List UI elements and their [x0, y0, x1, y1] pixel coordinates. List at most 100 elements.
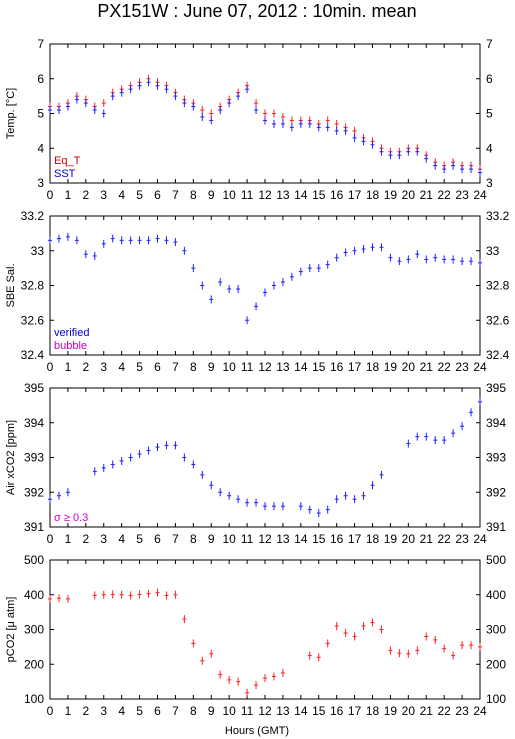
x-tick-label: 2: [82, 532, 89, 546]
x-tick-label: 1: [65, 188, 72, 202]
x-tick-label: 13: [276, 188, 290, 202]
data-point: [155, 234, 160, 243]
data-point: [442, 644, 447, 653]
data-point: [424, 255, 429, 264]
data-point: [370, 618, 375, 627]
data-point: [379, 470, 384, 479]
data-point: [200, 281, 205, 290]
x-tick-label: 12: [258, 188, 272, 202]
data-point: [209, 649, 214, 658]
data-point: [343, 628, 348, 637]
data-point: [236, 677, 241, 686]
data-point: [343, 491, 348, 500]
data-point: [397, 649, 402, 658]
x-tick-label: 17: [348, 704, 362, 718]
data-point: [263, 288, 267, 297]
x-tick-label: 19: [384, 188, 398, 202]
data-point: [325, 260, 330, 269]
data-point: [128, 236, 133, 245]
x-tick-label: 9: [208, 188, 215, 202]
data-point: [200, 106, 205, 115]
x-tick-label: 12: [258, 360, 272, 374]
data-point: [298, 119, 303, 128]
data-point: [352, 126, 357, 135]
x-tick-label: 22: [437, 188, 451, 202]
data-point: [218, 488, 223, 497]
data-point: [280, 119, 285, 128]
y-tick-label-right: 200: [486, 657, 506, 671]
data-point: [200, 656, 205, 665]
data-point: [83, 99, 88, 108]
data-point: [424, 432, 429, 441]
data-point: [128, 591, 133, 600]
legend-entry: Eq_T: [54, 155, 81, 167]
x-tick-label: 3: [100, 532, 107, 546]
data-point: [451, 255, 456, 264]
data-point: [48, 106, 52, 115]
data-point: [352, 632, 357, 641]
chart-title: PX151W : June 07, 2012 : 10min. mean: [97, 1, 416, 21]
y-tick-label-left: 391: [24, 520, 44, 534]
x-tick-label: 7: [172, 360, 179, 374]
data-point: [325, 639, 330, 648]
data-point: [101, 590, 106, 599]
data-point: [146, 236, 151, 245]
y-tick-label-left: 32.8: [21, 279, 45, 293]
data-point: [119, 590, 124, 599]
y-tick-label-right: 393: [486, 451, 506, 465]
data-point: [280, 668, 285, 677]
x-tick-label: 17: [348, 360, 362, 374]
panels: 0 1 2 3 4 5 6 7 8 9 10 11 12 13 14 15 16 17 18 19 20 21 22 23 24…: [5, 37, 510, 718]
x-tick-label: 11: [241, 704, 254, 718]
x-tick-label: 9: [208, 532, 215, 546]
x-tick-label: 21: [420, 532, 434, 546]
x-tick-label: 13: [276, 532, 290, 546]
x-tick-label: 20: [402, 532, 416, 546]
data-point: [298, 267, 303, 276]
data-point: [271, 281, 276, 290]
data-point: [352, 246, 357, 255]
y-tick-label-right: 33.2: [486, 209, 510, 223]
data-point: [92, 251, 97, 260]
y-axis-title: Temp. [°C]: [5, 88, 17, 139]
x-tick-label: 13: [276, 704, 290, 718]
data-point: [280, 112, 285, 121]
x-tick-label: 4: [118, 188, 125, 202]
x-tick-label: 18: [366, 704, 380, 718]
x-tick-label: 8: [190, 360, 197, 374]
x-tick-label: 24: [473, 360, 487, 374]
data-point: [128, 453, 133, 462]
data-point: [325, 116, 330, 125]
x-tick-label: 17: [348, 188, 362, 202]
x-tick-label: 20: [402, 188, 416, 202]
data-point: [83, 250, 88, 259]
data-point: [343, 248, 348, 257]
data-point: [352, 133, 357, 142]
data-point: [361, 622, 366, 631]
y-tick-label-right: 3: [486, 176, 493, 190]
data-point: [433, 635, 438, 644]
x-tick-label: 6: [154, 360, 161, 374]
data-point: [191, 460, 196, 469]
data-point: [263, 116, 267, 125]
y-tick-label-right: 33: [486, 244, 500, 258]
plot-frame: [49, 215, 481, 356]
x-tick-label: 24: [473, 704, 487, 718]
data-point: [469, 408, 474, 417]
y-tick-label-left: 393: [24, 451, 44, 465]
y-tick-label-right: 395: [486, 381, 506, 395]
data-point: [254, 681, 259, 690]
data-point: [478, 397, 482, 406]
x-tick-label: 6: [154, 704, 161, 718]
data-point: [92, 106, 97, 115]
data-point: [280, 278, 285, 287]
data-point: [254, 106, 259, 115]
data-point: [48, 594, 52, 603]
legend-entry: verified: [54, 327, 89, 339]
data-point: [146, 589, 151, 598]
data-point: [388, 253, 393, 262]
data-point: [370, 243, 375, 252]
y-tick-label-left: 6: [37, 72, 44, 86]
data-point: [325, 505, 330, 514]
